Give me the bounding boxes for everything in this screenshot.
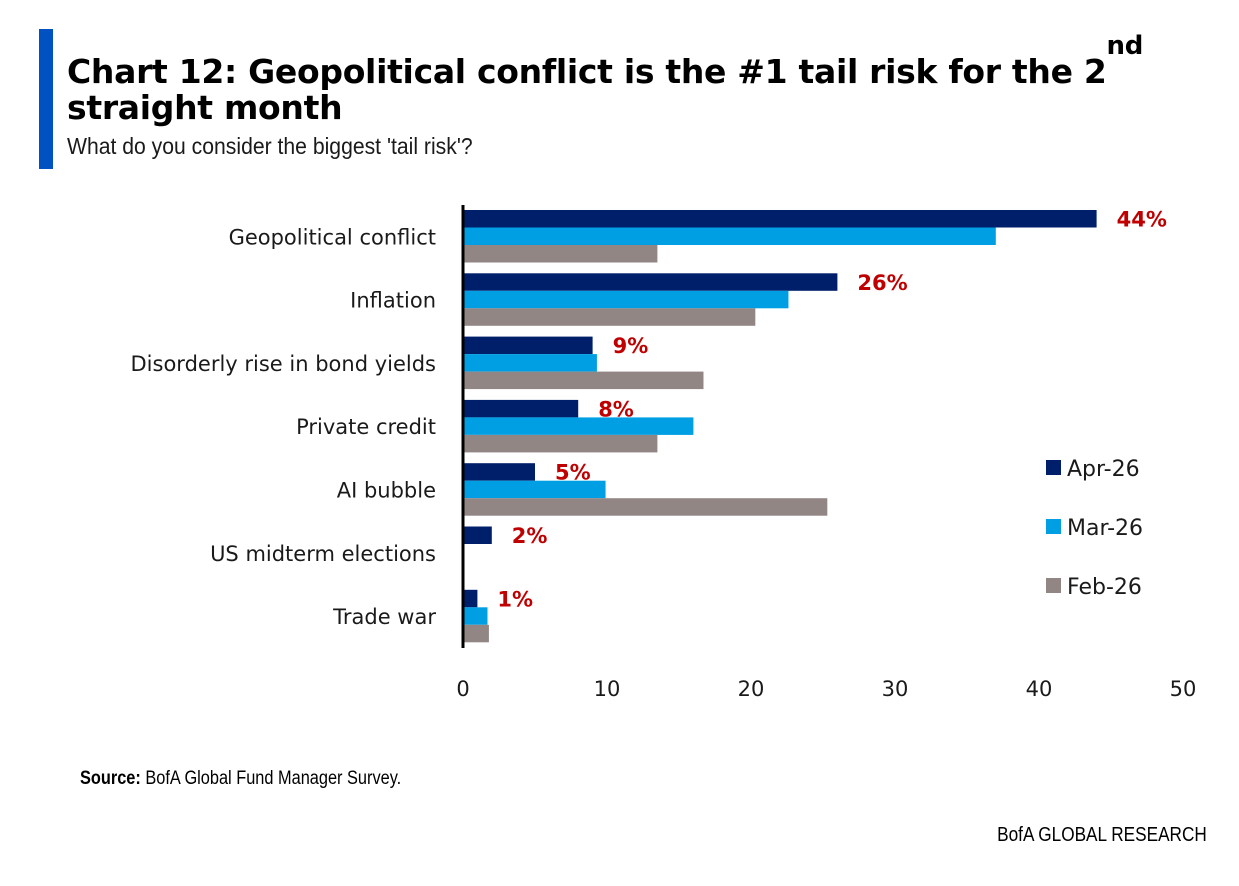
x-tick-label: 50 (1170, 677, 1197, 701)
x-tick-label: 40 (1026, 677, 1053, 701)
title-accent-bar (39, 29, 53, 169)
title-text-line2: straight month (67, 88, 343, 127)
bar-feb-26 (463, 498, 828, 516)
bar-feb-26 (463, 308, 756, 326)
bar-apr-26 (463, 589, 478, 608)
bar-mar-26 (463, 417, 694, 435)
title-text: Chart 12: Geopolitical conflict is the #… (67, 52, 1107, 91)
legend-swatch-apr-26 (1046, 460, 1061, 475)
legend-swatch-feb-26 (1046, 578, 1061, 593)
brand-footer: BofA GLOBAL RESEARCH (997, 824, 1207, 846)
bar-apr-26 (463, 336, 593, 355)
bar-apr-26 (463, 526, 492, 544)
data-label: 2% (512, 524, 548, 548)
data-label: 9% (613, 334, 649, 358)
category-label: Inflation (350, 289, 436, 313)
bar-feb-26 (463, 371, 704, 390)
chart-subtitle: What do you consider the biggest 'tail r… (67, 133, 473, 159)
legend-label: Apr-26 (1067, 457, 1140, 482)
category-label: Private credit (296, 415, 436, 439)
bar-apr-26 (463, 463, 535, 481)
data-label: 44% (1117, 208, 1167, 232)
bar-chart: Geopolitical conflict 44% Inflation 26% Diso… (131, 205, 1197, 701)
category-label: US midterm elections (210, 542, 436, 566)
bar-feb-26 (463, 624, 489, 643)
chart-title: Chart 12: Geopolitical conflict is the #… (67, 33, 1217, 127)
source-text: BofA Global Fund Manager Survey. (140, 768, 402, 789)
bar-apr-26 (463, 210, 1097, 228)
x-tick-label: 10 (594, 677, 621, 701)
data-label: 8% (598, 397, 634, 421)
source-label: Source: (80, 768, 141, 789)
bar-mar-26 (463, 290, 789, 309)
category-label: Disorderly rise in bond yields (131, 352, 436, 376)
bar-mar-26 (463, 607, 488, 625)
bar-mar-26 (463, 354, 597, 372)
bar-feb-26 (463, 245, 658, 263)
category-label: AI bubble (337, 478, 436, 502)
category-label: Geopolitical conflict (229, 225, 436, 249)
legend-label: Mar-26 (1067, 516, 1143, 541)
category-label: Trade war (332, 605, 436, 629)
x-tick-label: 30 (882, 677, 909, 701)
x-tick-label: 0 (456, 677, 469, 701)
data-label: 1% (497, 587, 533, 611)
data-label: 26% (857, 271, 907, 295)
bar-feb-26 (463, 434, 658, 453)
bar-mar-26 (463, 480, 606, 499)
title-superscript: nd (1106, 31, 1144, 61)
x-tick-label: 20 (738, 677, 765, 701)
bar-apr-26 (463, 399, 579, 418)
data-label: 5% (555, 461, 591, 485)
legend-label: Feb-26 (1067, 575, 1142, 600)
bar-apr-26 (463, 273, 838, 291)
bar-mar-26 (463, 227, 996, 245)
legend-swatch-mar-26 (1046, 519, 1061, 534)
source-note: Source: BofA Global Fund Manager Survey. (80, 768, 401, 790)
